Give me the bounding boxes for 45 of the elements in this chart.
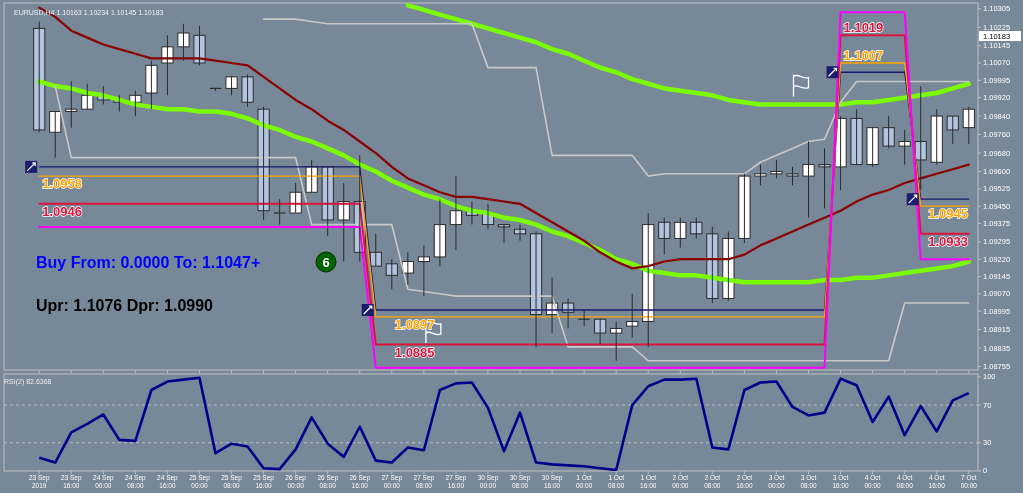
candlestick [337,182,350,263]
candlestick [882,115,895,149]
candlestick [866,127,879,168]
candlestick [594,318,607,346]
candlestick [273,198,286,226]
candlestick [658,217,671,256]
line-series [405,3,972,107]
candlestick [738,173,751,244]
candlestick [81,83,94,110]
annotation: 6 [322,254,330,270]
annotation: Upr: 1.1076 Dpr: 1.0990 [36,296,214,314]
candlestick [898,129,911,166]
candlestick [497,224,511,244]
candlestick [49,110,62,159]
candlestick [930,108,943,166]
candlestick [161,34,174,96]
candlestick [177,23,190,62]
annotation: 1.0933 [928,233,968,249]
candlestick [225,76,238,96]
annotation: 1.1019 [843,20,884,36]
candlestick [626,293,639,339]
candlestick [610,321,623,362]
annotation: 1.0945 [928,206,968,222]
candlestick [754,164,767,186]
candlestick [786,166,799,186]
annotation: 1.0885 [394,344,435,360]
candlestick [289,182,302,214]
annotation: Buy From: 0.0000 To: 1.1047+ [36,253,261,271]
candlestick [770,159,783,179]
annotation: 1.0958 [42,176,82,192]
candlestick [850,108,863,166]
candlestick [241,74,254,108]
candlestick [690,217,703,239]
candlestick [385,258,398,290]
candlestick [193,25,206,66]
candlestick [145,60,158,110]
candlestick [946,115,959,145]
annotation: 1.0946 [42,203,82,219]
candlestick [914,85,927,191]
candlestick [802,140,815,219]
candlestick [818,147,831,209]
line-series [262,18,970,177]
candlestick [65,80,78,129]
annotation: 1.1007 [843,48,884,64]
candlestick [674,217,687,249]
